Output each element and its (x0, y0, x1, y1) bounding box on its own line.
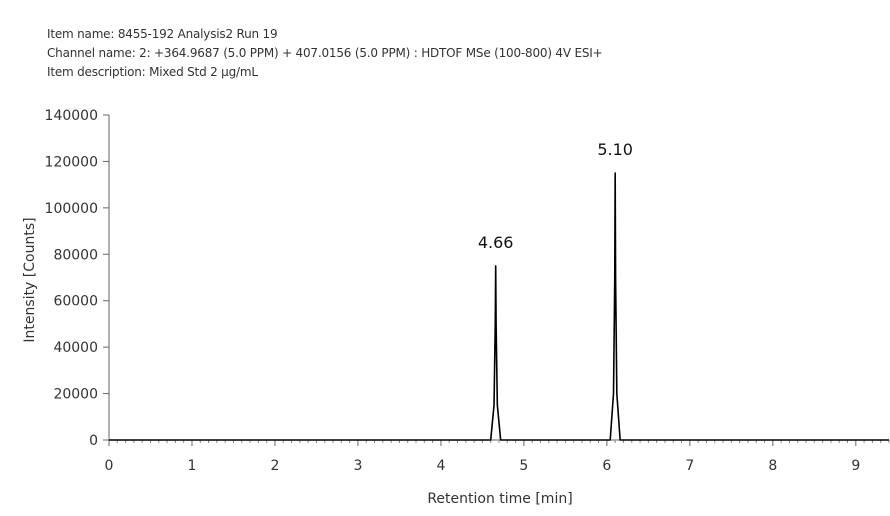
x-tick-label: 9 (851, 458, 860, 474)
y-tick-label: 100000 (45, 201, 98, 217)
x-axis-title: Retention time [min] (427, 491, 572, 507)
y-axis: 0 20000 40000 60000 80000 100000 120000 140000 (45, 108, 110, 449)
x-tick-label: 6 (602, 458, 611, 474)
y-axis-title: Intensity [Counts] (22, 217, 38, 342)
y-tick-label: 60000 (53, 294, 98, 310)
x-tick-label: 1 (188, 458, 197, 474)
item-description-label: Item description: Mixed Std 2 μg/mL (47, 65, 258, 79)
x-tick-label: 3 (353, 458, 362, 474)
x-tick-label: 0 (105, 458, 114, 474)
y-tick-label: 80000 (53, 247, 98, 263)
y-tick-label: 0 (89, 433, 98, 449)
y-tick-label: 120000 (45, 154, 98, 170)
peak-label: 5.10 (597, 140, 633, 159)
x-tick-label: 8 (768, 458, 777, 474)
y-tick-label: 140000 (45, 108, 98, 124)
x-tick-label: 7 (685, 458, 694, 474)
y-tick-label: 20000 (53, 387, 98, 403)
x-tick-label: 4 (436, 458, 445, 474)
x-axis: 0 1 2 3 4 5 6 7 8 9 (105, 439, 890, 474)
series-group (109, 172, 889, 441)
channel-name-label: Channel name: 2: +364.9687 (5.0 PPM) + 4… (47, 46, 603, 60)
item-name-label: Item name: 8455-192 Analysis2 Run 19 (47, 27, 278, 41)
peak-label: 4.66 (478, 233, 514, 252)
series-line (109, 172, 889, 441)
x-tick-label: 5 (519, 458, 528, 474)
peak-labels: 4.66 5.10 (478, 140, 633, 252)
y-tick-label: 40000 (53, 340, 98, 356)
x-tick-label: 2 (270, 458, 279, 474)
